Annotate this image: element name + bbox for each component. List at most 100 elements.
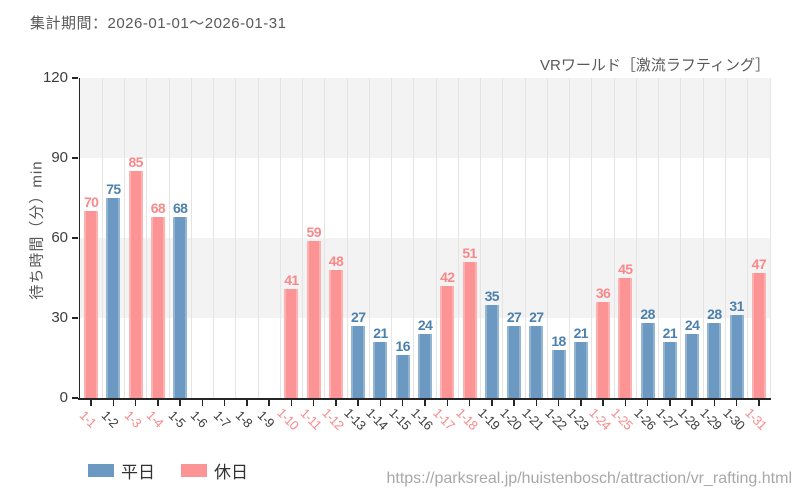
x-tick-label-1-24: 1-24	[586, 405, 614, 433]
bar-value-label-1-12: 48	[328, 253, 344, 269]
x-tick-mark	[157, 400, 159, 406]
bar-1-18-holiday	[462, 262, 477, 398]
bar-value-label-1-5: 68	[172, 199, 188, 216]
chart-title: VRワールド［激流ラフティング］	[540, 57, 770, 74]
x-tick-mark	[669, 400, 671, 406]
x-tick-mark	[90, 400, 92, 406]
bar-value-label-1-22: 18	[551, 333, 566, 349]
x-tick-label-1-26: 1-26	[630, 405, 659, 433]
bar-1-24-holiday	[596, 302, 611, 398]
x-tick-label-1-27: 1-27	[653, 405, 681, 433]
vertical-gridline	[769, 78, 771, 398]
x-tick-label-1-21: 1-21	[519, 405, 548, 433]
vertical-gridline	[368, 78, 370, 398]
x-tick-mark	[646, 400, 649, 406]
bar-value-label-1-11: 59	[306, 223, 322, 240]
bar-1-29-weekday	[707, 323, 722, 398]
bar-1-1-holiday	[84, 211, 99, 398]
x-tick-mark	[557, 400, 560, 406]
vertical-gridline	[457, 78, 459, 398]
vertical-gridline	[279, 78, 281, 398]
vertical-gridline	[524, 78, 526, 398]
x-tick-label-1-11: 1-11	[297, 405, 325, 433]
x-tick-mark	[602, 400, 604, 406]
aggregation-period-label: 集計期間：2026-01-01～2026-01-31	[30, 15, 287, 32]
bar-1-10-holiday	[284, 288, 299, 398]
x-tick-label-1-28: 1-28	[675, 405, 703, 433]
bar-chart-plot-area: 70 75 85 68 68 41 59 48 27 21 16 24 42 51 35 27 27 18 21 36…	[80, 78, 771, 398]
y-tick-label-30: 30	[51, 309, 68, 326]
x-tick-mark	[112, 400, 115, 406]
bar-1-25-holiday	[618, 278, 633, 398]
bar-value-label-1-26: 28	[640, 306, 655, 323]
x-tick-mark	[535, 400, 538, 406]
vertical-gridline	[480, 78, 482, 398]
vertical-gridline	[213, 78, 215, 398]
bar-value-label-1-16: 24	[417, 317, 433, 333]
x-tick-mark	[691, 400, 693, 406]
bar-1-13-weekday	[351, 326, 366, 398]
bar-1-19-weekday	[484, 304, 499, 398]
x-tick-mark	[758, 400, 760, 406]
vertical-gridline	[569, 78, 571, 398]
x-tick-mark	[713, 400, 716, 406]
bar-value-label-1-31: 47	[751, 255, 767, 272]
vertical-gridline	[658, 78, 660, 398]
bar-value-label-1-30: 31	[729, 298, 744, 315]
vertical-gridline	[257, 78, 259, 398]
x-tick-mark	[735, 400, 738, 406]
x-tick-label-1-18: 1-18	[452, 405, 481, 433]
x-tick-label-1-4: 1-4	[143, 407, 167, 431]
bar-value-label-1-17: 42	[440, 269, 455, 285]
vertical-gridline	[235, 78, 237, 398]
x-tick-mark	[624, 400, 627, 406]
bar-1-16-weekday	[418, 334, 432, 398]
x-tick-label-1-2: 1-2	[98, 407, 122, 431]
x-tick-mark	[223, 400, 226, 406]
vertical-gridline	[168, 78, 170, 398]
bar-value-label-1-25: 45	[618, 261, 633, 277]
bar-value-label-1-13: 27	[351, 309, 366, 325]
x-tick-label-1-31: 1-31	[742, 405, 770, 433]
vertical-gridline	[546, 78, 548, 398]
y-band-30-60	[80, 238, 770, 318]
bar-value-label-1-24: 36	[595, 285, 611, 301]
legend-label-holiday: 休日	[214, 463, 248, 482]
y-band-90-120	[80, 78, 770, 158]
x-tick-label-1-17: 1-17	[430, 405, 459, 433]
x-tick-mark	[312, 400, 315, 406]
y-tick-mark	[72, 317, 78, 319]
x-tick-label-1-25: 1-25	[608, 405, 637, 433]
bar-value-label-1-20: 27	[506, 309, 522, 325]
bar-value-label-1-23: 21	[573, 325, 589, 341]
bar-value-label-1-28: 24	[684, 317, 700, 333]
y-tick-mark	[72, 77, 78, 79]
x-tick-mark	[468, 400, 471, 406]
x-tick-mark	[268, 400, 270, 406]
x-tick-mark	[401, 400, 404, 406]
x-tick-mark	[290, 400, 293, 406]
x-tick-label-1-22: 1-22	[541, 405, 570, 433]
x-tick-mark	[580, 400, 582, 406]
bar-1-30-weekday	[729, 315, 744, 398]
y-axis-line	[78, 78, 80, 399]
vertical-gridline	[124, 78, 126, 398]
vertical-gridline	[502, 78, 504, 398]
bar-1-21-weekday	[529, 326, 544, 398]
bar-value-label-1-15: 16	[395, 338, 411, 355]
bar-1-15-weekday	[395, 355, 410, 398]
x-tick-label-1-8: 1-8	[232, 407, 256, 431]
bar-value-label-1-14: 21	[373, 325, 388, 341]
y-tick-mark	[72, 237, 78, 239]
bar-1-23-weekday	[573, 342, 588, 398]
y-tick-label-0: 0	[59, 389, 68, 406]
y-tick-label-90: 90	[51, 149, 68, 166]
vertical-gridline	[747, 78, 749, 398]
x-tick-label-1-30: 1-30	[719, 405, 748, 433]
x-tick-mark	[335, 400, 337, 406]
x-tick-label-1-29: 1-29	[697, 405, 726, 433]
x-tick-label-1-7: 1-7	[210, 407, 234, 431]
bar-1-28-weekday	[685, 334, 700, 398]
x-tick-mark	[446, 400, 448, 406]
x-tick-label-1-20: 1-20	[497, 405, 525, 433]
